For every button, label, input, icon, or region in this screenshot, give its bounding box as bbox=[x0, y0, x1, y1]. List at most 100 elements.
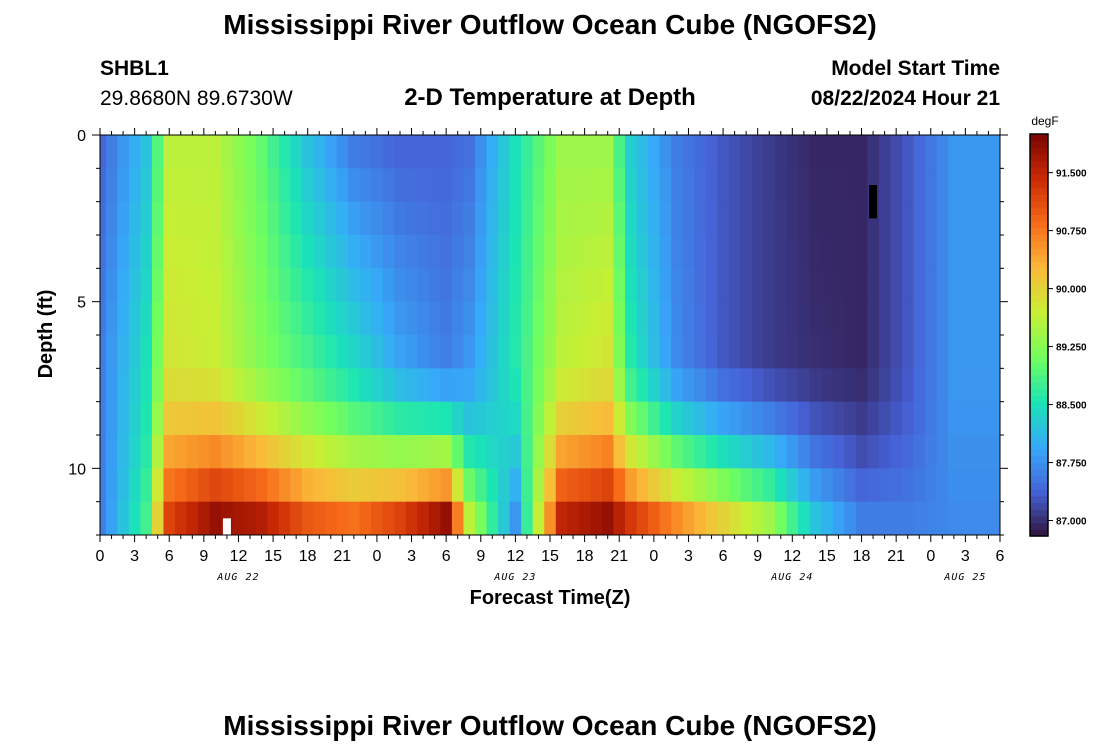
heatmap-cell bbox=[786, 401, 799, 436]
heatmap-cell bbox=[498, 368, 511, 403]
colorbar-segment bbox=[1030, 395, 1048, 403]
heatmap-cell bbox=[786, 335, 799, 369]
y-axis: 0 5 10 bbox=[68, 128, 1008, 536]
heatmap-cell bbox=[100, 268, 107, 303]
heatmap-cell bbox=[936, 168, 949, 203]
heatmap-cell bbox=[105, 435, 118, 469]
heatmap-cell bbox=[925, 268, 938, 303]
heatmap-cell bbox=[209, 435, 222, 469]
heatmap-cell bbox=[555, 235, 568, 269]
heatmap-cell bbox=[601, 301, 614, 336]
heatmap-cell bbox=[186, 135, 199, 169]
heatmap-cell bbox=[959, 235, 972, 269]
heatmap-cell bbox=[728, 368, 741, 403]
heatmap-cell bbox=[336, 168, 349, 203]
heatmap-cell bbox=[855, 235, 868, 269]
heatmap-cell bbox=[359, 235, 372, 269]
heatmap-cell bbox=[221, 235, 234, 269]
heatmap-cell bbox=[128, 368, 141, 403]
heatmap-cell bbox=[878, 135, 891, 169]
heatmap-cell bbox=[486, 301, 499, 336]
heatmap-cell bbox=[394, 468, 407, 503]
heatmap-cell bbox=[290, 401, 303, 436]
heatmap-cell bbox=[532, 501, 545, 536]
heatmap-cell bbox=[578, 401, 591, 436]
heatmap-cell bbox=[982, 135, 995, 169]
heatmap-cell bbox=[405, 201, 418, 236]
heatmap-cell bbox=[313, 401, 326, 436]
heatmap-cell bbox=[878, 235, 891, 269]
heatmap-cell bbox=[267, 468, 280, 503]
colorbar-segment bbox=[1030, 475, 1048, 483]
heatmap-cell bbox=[728, 301, 741, 336]
heatmap-cell bbox=[925, 235, 938, 269]
heatmap-cell bbox=[936, 401, 949, 436]
heatmap-cell bbox=[982, 268, 995, 303]
heatmap-cell bbox=[717, 301, 730, 336]
heatmap-cell bbox=[301, 401, 314, 436]
heatmap-cell bbox=[301, 335, 314, 369]
heatmap-cell bbox=[117, 235, 130, 269]
heatmap-cell bbox=[994, 335, 1001, 369]
heatmap-cell bbox=[717, 235, 730, 269]
heatmap-cell bbox=[359, 335, 372, 369]
heatmap-cell bbox=[440, 235, 453, 269]
heatmap-cell bbox=[521, 435, 534, 469]
x-tick-label: 3 bbox=[407, 548, 416, 565]
heatmap-cell bbox=[290, 168, 303, 203]
heatmap-cell bbox=[348, 268, 361, 303]
heatmap-cell bbox=[948, 168, 961, 203]
heatmap-cell bbox=[740, 301, 753, 336]
heatmap-cell bbox=[498, 168, 511, 203]
heatmap-cell bbox=[913, 235, 926, 269]
x-tick-label: 18 bbox=[853, 548, 871, 565]
x-tick-label: 18 bbox=[299, 548, 317, 565]
heatmap-cell bbox=[221, 401, 234, 436]
heatmap-cell bbox=[925, 201, 938, 236]
heatmap-cell bbox=[786, 468, 799, 503]
heatmap-cell bbox=[521, 468, 534, 503]
heatmap-cell bbox=[232, 468, 245, 503]
heatmap-cell bbox=[555, 168, 568, 203]
heatmap-cell bbox=[601, 401, 614, 436]
heatmap-cell bbox=[648, 201, 661, 236]
heatmap-cell bbox=[278, 268, 291, 303]
heatmap-cell bbox=[475, 168, 488, 203]
heatmap-cell bbox=[913, 135, 926, 169]
colorbar-tick-label: 89.250 bbox=[1056, 343, 1087, 354]
heatmap-cell bbox=[844, 201, 857, 236]
heatmap-cell bbox=[509, 501, 522, 536]
heatmap-cell bbox=[682, 501, 695, 536]
heatmap-cell bbox=[348, 301, 361, 336]
heatmap-cell bbox=[463, 201, 476, 236]
colorbar-segment bbox=[1030, 482, 1048, 490]
heatmap-cell bbox=[255, 268, 268, 303]
heatmap-cell bbox=[717, 135, 730, 169]
heatmap-cell bbox=[232, 401, 245, 436]
heatmap-cell bbox=[740, 501, 753, 536]
heatmap-cell bbox=[163, 368, 176, 403]
heatmap-cell bbox=[509, 235, 522, 269]
heatmap-cell bbox=[140, 401, 153, 436]
heatmap-cell bbox=[221, 168, 234, 203]
heatmap-cell bbox=[336, 435, 349, 469]
heatmap-cell bbox=[705, 468, 718, 503]
heatmap-cell bbox=[740, 135, 753, 169]
heatmap-cell bbox=[175, 335, 188, 369]
heatmap-cell bbox=[255, 368, 268, 403]
heatmap-cell bbox=[590, 168, 603, 203]
heatmap-cell bbox=[901, 435, 914, 469]
heatmap-cell bbox=[348, 135, 361, 169]
heatmap-cell bbox=[671, 301, 684, 336]
heatmap-cell bbox=[786, 235, 799, 269]
heatmap-cell bbox=[948, 468, 961, 503]
heatmap-cell bbox=[878, 268, 891, 303]
heatmap-cell bbox=[763, 268, 776, 303]
heatmap-cell bbox=[394, 235, 407, 269]
colorbar-segment bbox=[1030, 314, 1048, 323]
heatmap-cell bbox=[925, 301, 938, 336]
heatmap-cell bbox=[659, 468, 672, 503]
heatmap-cell bbox=[244, 235, 257, 269]
heatmap-cell bbox=[198, 268, 211, 303]
heatmap-cell bbox=[821, 468, 834, 503]
